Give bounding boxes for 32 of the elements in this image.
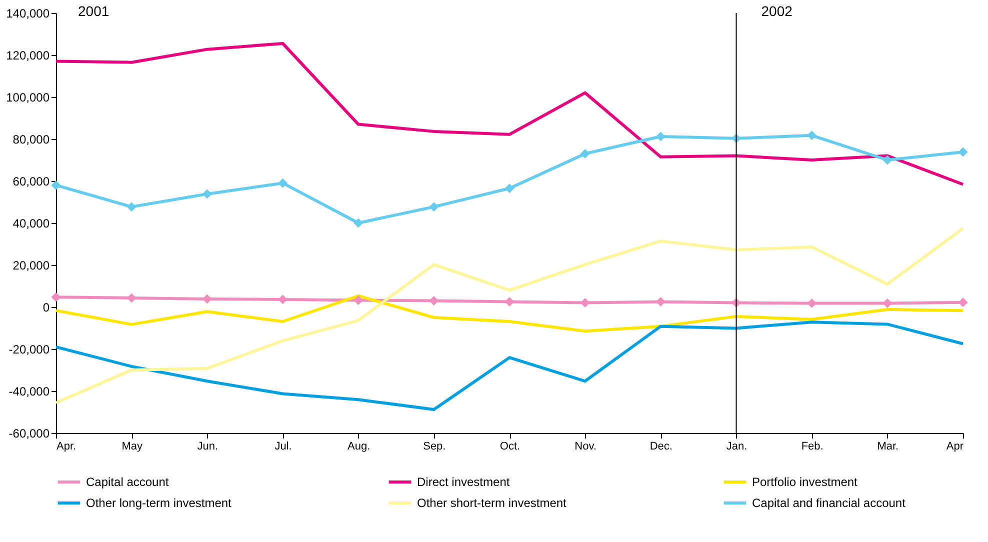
x-tick-label: Nov. xyxy=(574,440,596,452)
y-tick-label: 60,000 xyxy=(12,174,50,188)
legend-label: Other short-term investment xyxy=(417,496,568,510)
y-tick-label: 40,000 xyxy=(12,216,50,230)
x-tick-label: May xyxy=(122,440,143,452)
y-tick-label: 100,000 xyxy=(6,90,50,104)
x-tick-label: Sep. xyxy=(423,440,446,452)
x-tick-label: Apr. xyxy=(56,440,76,452)
x-tick-label: Dec. xyxy=(650,440,672,452)
x-tick-label: Feb. xyxy=(801,440,824,452)
legend-label: Other long-term investment xyxy=(86,496,232,510)
annotation: 2001 xyxy=(78,3,110,19)
legend-label: Portfolio investment xyxy=(752,475,858,489)
y-tick-label: 120,000 xyxy=(6,48,50,62)
legend-label: Capital and financial account xyxy=(752,496,906,510)
x-tick-label: Jan. xyxy=(726,440,748,452)
x-tick-label: Jul. xyxy=(274,440,292,452)
x-tick-label: Jun. xyxy=(197,440,218,452)
y-tick-label: 20,000 xyxy=(12,258,50,272)
x-tick-label: Oct. xyxy=(500,440,520,452)
x-tick-label: Apr xyxy=(946,440,964,452)
y-tick-label: -40,000 xyxy=(8,384,50,398)
y-tick-label: 0 xyxy=(42,300,50,314)
y-tick-label: 80,000 xyxy=(12,132,50,146)
y-tick-label: -20,000 xyxy=(8,342,50,356)
y-tick-label: -60,000 xyxy=(8,426,50,440)
legend-label: Capital account xyxy=(86,475,170,489)
x-tick-label: Aug. xyxy=(348,440,370,452)
legend-label: Direct investment xyxy=(417,475,510,489)
x-tick-label: Mar. xyxy=(877,440,899,452)
ref-line-label: 2002 xyxy=(761,3,793,19)
y-tick-label: 140,000 xyxy=(6,6,50,20)
